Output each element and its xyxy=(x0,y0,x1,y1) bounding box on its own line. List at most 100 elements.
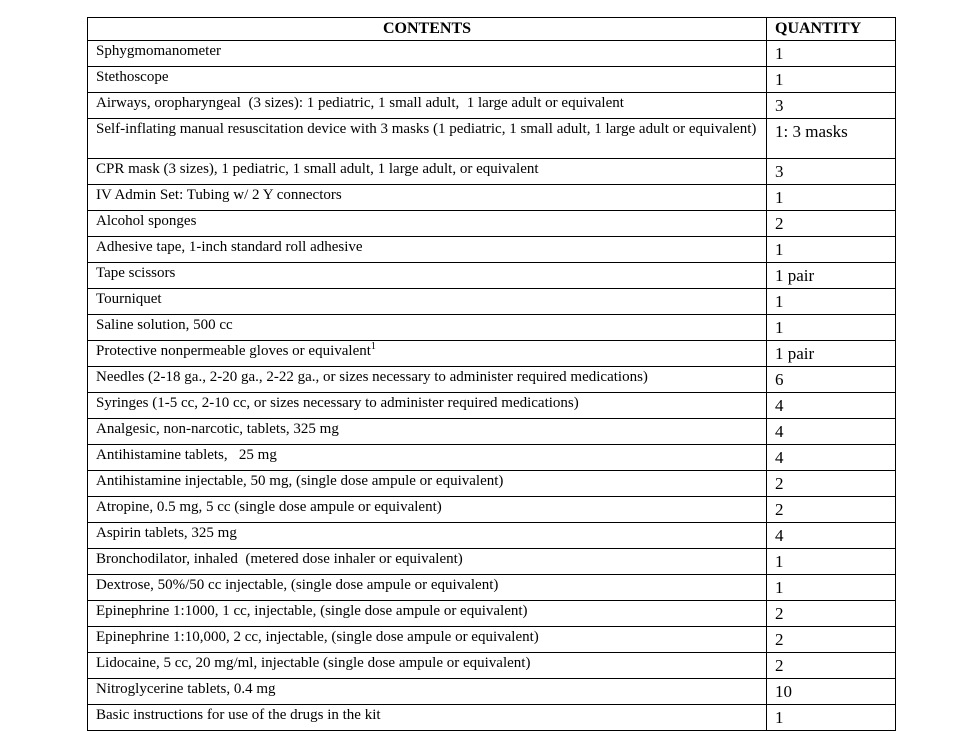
item-cell: Sphygmomanometer xyxy=(87,40,767,67)
quantity-cell: 2 xyxy=(766,600,896,627)
item-text: Basic instructions for use of the drugs … xyxy=(96,707,381,723)
table-row: Bronchodilator, inhaled (metered dose in… xyxy=(87,548,896,575)
item-text: Needles (2-18 ga., 2-20 ga., 2-22 ga., o… xyxy=(96,369,648,385)
quantity-cell: 10 xyxy=(766,678,896,705)
quantity-cell: 1 xyxy=(766,548,896,575)
table-row: Atropine, 0.5 mg, 5 cc (single dose ampu… xyxy=(87,496,896,523)
item-text: Protective nonpermeable gloves or equiva… xyxy=(96,343,371,359)
contents-header: CONTENTS xyxy=(87,17,767,41)
table-row: Aspirin tablets, 325 mg 4 xyxy=(87,522,896,549)
kit-contents-table: CONTENTS QUANTITY Sphygmomanometer 1 Steth… xyxy=(87,17,896,731)
item-text: Nitroglycerine tablets, 0.4 mg xyxy=(96,681,276,697)
quantity-cell: 1 xyxy=(766,184,896,211)
item-text: Bronchodilator, inhaled (metered dose in… xyxy=(96,551,463,567)
item-text: Tourniquet xyxy=(96,291,162,307)
item-cell: Bronchodilator, inhaled (metered dose in… xyxy=(87,548,767,575)
quantity-cell: 4 xyxy=(766,444,896,471)
item-text: Sphygmomanometer xyxy=(96,43,221,59)
item-text: Aspirin tablets, 325 mg xyxy=(96,525,237,541)
item-cell: Aspirin tablets, 325 mg xyxy=(87,522,767,549)
quantity-cell: 2 xyxy=(766,210,896,237)
item-text: Saline solution, 500 cc xyxy=(96,317,233,333)
item-text: Atropine, 0.5 mg, 5 cc (single dose ampu… xyxy=(96,499,442,515)
item-text: Antihistamine tablets, 25 mg xyxy=(96,447,277,463)
quantity-cell: 3 xyxy=(766,92,896,119)
item-cell: Adhesive tape, 1-inch standard roll adhe… xyxy=(87,236,767,263)
table-row: Antihistamine injectable, 50 mg, (single… xyxy=(87,470,896,497)
quantity-cell: 1 xyxy=(766,40,896,67)
item-cell: Tape scissors xyxy=(87,262,767,289)
item-text: Self-inflating manual resuscitation devi… xyxy=(96,121,757,137)
item-text: Syringes (1-5 cc, 2-10 cc, or sizes nece… xyxy=(96,395,579,411)
item-text: Adhesive tape, 1-inch standard roll adhe… xyxy=(96,239,363,255)
item-cell: Atropine, 0.5 mg, 5 cc (single dose ampu… xyxy=(87,496,767,523)
quantity-cell: 4 xyxy=(766,522,896,549)
quantity-cell: 1 xyxy=(766,574,896,601)
table-row: CPR mask (3 sizes), 1 pediatric, 1 small… xyxy=(87,158,896,185)
item-text: IV Admin Set: Tubing w/ 2 Y connectors xyxy=(96,187,342,203)
table-row: Protective nonpermeable gloves or equiva… xyxy=(87,340,896,367)
table-row: Nitroglycerine tablets, 0.4 mg 10 xyxy=(87,678,896,705)
table-row: IV Admin Set: Tubing w/ 2 Y connectors 1 xyxy=(87,184,896,211)
item-cell: Syringes (1-5 cc, 2-10 cc, or sizes nece… xyxy=(87,392,767,419)
item-text: Alcohol sponges xyxy=(96,213,197,229)
quantity-cell: 1 xyxy=(766,66,896,93)
item-cell: Saline solution, 500 cc xyxy=(87,314,767,341)
table-row: Dextrose, 50%/50 cc injectable, (single … xyxy=(87,574,896,601)
quantity-cell: 1 pair xyxy=(766,262,896,289)
quantity-cell: 1 pair xyxy=(766,340,896,367)
table-row: Airways, oropharyngeal (3 sizes): 1 pedi… xyxy=(87,92,896,119)
quantity-cell: 3 xyxy=(766,158,896,185)
table-row: Stethoscope 1 xyxy=(87,66,896,93)
item-cell: Stethoscope xyxy=(87,66,767,93)
quantity-cell: 1 xyxy=(766,236,896,263)
item-text: Epinephrine 1:1000, 1 cc, injectable, (s… xyxy=(96,603,528,619)
item-cell: Protective nonpermeable gloves or equiva… xyxy=(87,340,767,367)
item-cell: Basic instructions for use of the drugs … xyxy=(87,704,767,731)
quantity-header: QUANTITY xyxy=(766,17,896,41)
item-cell: Lidocaine, 5 cc, 20 mg/ml, injectable (s… xyxy=(87,652,767,679)
item-cell: Antihistamine tablets, 25 mg xyxy=(87,444,767,471)
item-cell: IV Admin Set: Tubing w/ 2 Y connectors xyxy=(87,184,767,211)
item-text: Stethoscope xyxy=(96,69,169,85)
quantity-cell: 1 xyxy=(766,704,896,731)
quantity-cell: 6 xyxy=(766,366,896,393)
table-row: Epinephrine 1:1000, 1 cc, injectable, (s… xyxy=(87,600,896,627)
quantity-cell: 4 xyxy=(766,392,896,419)
table-row: Epinephrine 1:10,000, 2 cc, injectable, … xyxy=(87,626,896,653)
table-row: Antihistamine tablets, 25 mg 4 xyxy=(87,444,896,471)
item-cell: Tourniquet xyxy=(87,288,767,315)
table-row: Saline solution, 500 cc 1 xyxy=(87,314,896,341)
item-text: Lidocaine, 5 cc, 20 mg/ml, injectable (s… xyxy=(96,655,531,671)
quantity-cell: 2 xyxy=(766,496,896,523)
table-row: Lidocaine, 5 cc, 20 mg/ml, injectable (s… xyxy=(87,652,896,679)
quantity-cell: 1 xyxy=(766,288,896,315)
quantity-cell: 1: 3 masks xyxy=(766,118,896,159)
quantity-cell: 2 xyxy=(766,652,896,679)
quantity-cell: 2 xyxy=(766,626,896,653)
table-row: Basic instructions for use of the drugs … xyxy=(87,704,896,731)
table-row: Alcohol sponges 2 xyxy=(87,210,896,237)
item-cell: CPR mask (3 sizes), 1 pediatric, 1 small… xyxy=(87,158,767,185)
item-text: Antihistamine injectable, 50 mg, (single… xyxy=(96,473,504,489)
header-row: CONTENTS QUANTITY xyxy=(87,17,896,41)
item-cell: Needles (2-18 ga., 2-20 ga., 2-22 ga., o… xyxy=(87,366,767,393)
item-cell: Epinephrine 1:1000, 1 cc, injectable, (s… xyxy=(87,600,767,627)
table-row: Tape scissors 1 pair xyxy=(87,262,896,289)
quantity-cell: 4 xyxy=(766,418,896,445)
table-row: Tourniquet 1 xyxy=(87,288,896,315)
item-text: Airways, oropharyngeal (3 sizes): 1 pedi… xyxy=(96,95,624,111)
item-cell: Epinephrine 1:10,000, 2 cc, injectable, … xyxy=(87,626,767,653)
table-row: Sphygmomanometer 1 xyxy=(87,40,896,67)
quantity-cell: 2 xyxy=(766,470,896,497)
table-row: Self-inflating manual resuscitation devi… xyxy=(87,118,896,159)
item-cell: Airways, oropharyngeal (3 sizes): 1 pedi… xyxy=(87,92,767,119)
item-cell: Alcohol sponges xyxy=(87,210,767,237)
item-text: CPR mask (3 sizes), 1 pediatric, 1 small… xyxy=(96,161,539,177)
table-row: Analgesic, non-narcotic, tablets, 325 mg… xyxy=(87,418,896,445)
table-row: Adhesive tape, 1-inch standard roll adhe… xyxy=(87,236,896,263)
item-cell: Dextrose, 50%/50 cc injectable, (single … xyxy=(87,574,767,601)
item-cell: Self-inflating manual resuscitation devi… xyxy=(87,118,767,159)
table-row: Needles (2-18 ga., 2-20 ga., 2-22 ga., o… xyxy=(87,366,896,393)
footnote-marker: 1 xyxy=(370,341,376,352)
